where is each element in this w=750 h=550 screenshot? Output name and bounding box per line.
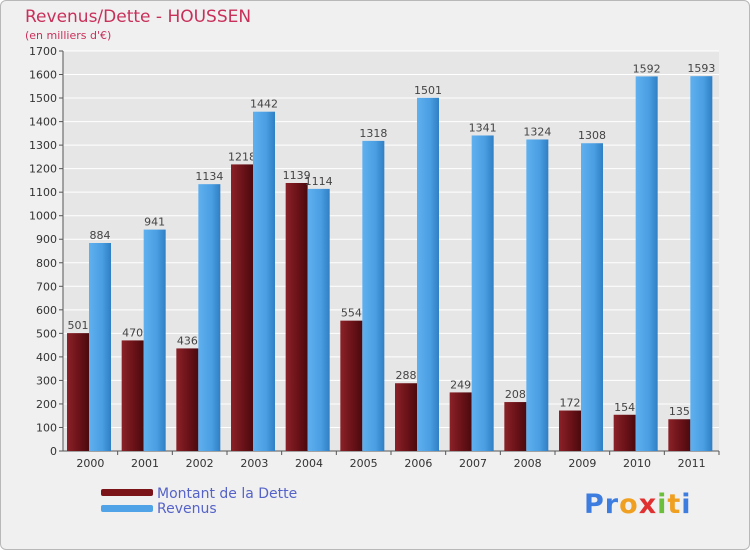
bar-debt (67, 333, 89, 451)
y-tick-label: 100 (36, 421, 57, 434)
y-tick-label: 1500 (29, 92, 57, 105)
data-label-revenue: 941 (144, 216, 165, 229)
bar-debt (340, 320, 363, 451)
x-tick-label: 2004 (295, 457, 323, 470)
bar-debt (121, 340, 144, 451)
x-tick-label: 2005 (350, 457, 378, 470)
y-tick-label: 1000 (29, 210, 57, 223)
logo-letter: x (638, 489, 658, 520)
y-tick-label: 700 (36, 280, 57, 293)
data-label-debt: 501 (68, 319, 89, 332)
logo-letter: o (619, 489, 639, 520)
y-tick-label: 1300 (29, 139, 57, 152)
x-tick-label: 2008 (514, 457, 542, 470)
data-label-debt: 172 (560, 397, 581, 410)
logo-letter: P (584, 489, 605, 520)
data-label-debt: 1218 (228, 150, 256, 163)
y-tick-label: 1600 (29, 69, 57, 82)
data-label-revenue: 1134 (195, 170, 223, 183)
data-label-debt: 249 (450, 378, 471, 391)
logo-letter: t (667, 489, 682, 520)
bar-debt (231, 164, 253, 452)
legend-label-debt: Montant de la Dette (157, 486, 298, 502)
data-label-revenue: 884 (90, 229, 111, 242)
bar-revenue (89, 243, 111, 451)
bar-revenue (198, 184, 221, 452)
bar-debt (559, 410, 581, 451)
y-tick-label: 900 (36, 233, 57, 246)
plot-area (63, 51, 719, 451)
data-label-debt: 208 (505, 388, 526, 401)
proxiti-logo: Proxiti (584, 489, 692, 520)
y-tick-label: 1100 (29, 186, 57, 199)
bar-debt (668, 419, 691, 451)
bar-debt (176, 348, 199, 451)
x-tick-label: 2002 (186, 457, 214, 470)
bar-revenue (143, 229, 166, 451)
logo-letter: i (657, 489, 668, 520)
x-tick-label: 2007 (459, 457, 487, 470)
x-tick-label: 2006 (404, 457, 432, 470)
bar-debt (285, 183, 308, 451)
data-label-revenue: 1592 (633, 62, 661, 75)
bar-debt (504, 402, 527, 451)
data-label-debt: 154 (614, 401, 635, 414)
y-tick-label: 400 (36, 351, 57, 364)
bar-debt (449, 392, 472, 451)
legend-swatch-debt (101, 489, 153, 496)
data-label-debt: 436 (177, 334, 198, 347)
bar-revenue (526, 139, 549, 451)
data-label-revenue: 1114 (305, 175, 333, 188)
data-label-revenue: 1324 (523, 125, 551, 138)
bar-revenue (362, 140, 385, 451)
y-tick-label: 1200 (29, 163, 57, 176)
data-label-revenue: 1442 (250, 98, 278, 111)
data-label-revenue: 1593 (687, 62, 715, 75)
bar-debt (395, 383, 417, 451)
legend-swatch-revenue (101, 505, 153, 512)
x-tick-label: 2003 (240, 457, 268, 470)
data-label-debt: 1139 (283, 169, 311, 182)
x-tick-label: 2001 (131, 457, 159, 470)
y-tick-label: 1400 (29, 116, 57, 129)
y-tick-label: 300 (36, 374, 57, 387)
y-tick-label: 1700 (29, 45, 57, 58)
bar-revenue (471, 135, 494, 451)
x-tick-label: 2000 (76, 457, 104, 470)
bar-revenue (581, 143, 603, 451)
y-tick-label: 800 (36, 257, 57, 270)
data-label-debt: 288 (396, 369, 417, 382)
logo-letter: r (604, 489, 620, 520)
data-label-debt: 135 (669, 405, 690, 418)
data-label-revenue: 1501 (414, 84, 442, 97)
logo-letter: i (681, 489, 692, 520)
data-label-revenue: 1341 (469, 121, 497, 134)
data-label-debt: 554 (341, 307, 362, 320)
bar-revenue (307, 188, 330, 451)
x-tick-label: 2011 (678, 457, 706, 470)
bar-revenue (253, 111, 275, 452)
y-tick-label: 0 (50, 445, 57, 458)
y-tick-label: 500 (36, 327, 57, 340)
bar-revenue (690, 76, 713, 452)
bar-revenue (417, 97, 439, 451)
y-tick-label: 600 (36, 304, 57, 317)
bar-revenue (635, 76, 658, 451)
chart-subtitle: (en milliers d'€) (25, 29, 112, 42)
bar-debt (613, 414, 636, 451)
data-label-revenue: 1308 (578, 129, 606, 142)
data-label-debt: 470 (122, 326, 143, 339)
data-label-revenue: 1318 (359, 127, 387, 140)
x-tick-label: 2010 (623, 457, 651, 470)
x-tick-label: 2009 (568, 457, 596, 470)
legend-label-revenue: Revenus (157, 501, 217, 517)
y-tick-label: 200 (36, 398, 57, 411)
chart-title: Revenus/Dette - HOUSSEN (25, 7, 252, 27)
